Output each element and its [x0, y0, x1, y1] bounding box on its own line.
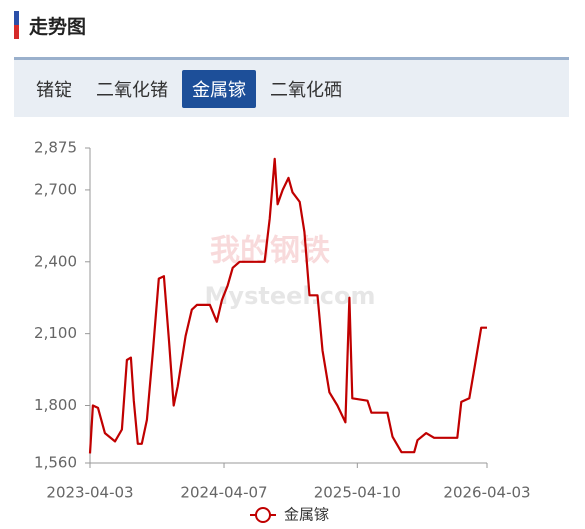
tab[interactable]: 二氧化锗 [96, 79, 168, 101]
watermark-en: Mysteel.com [205, 282, 376, 310]
y-tick-label: 2,100 [34, 324, 77, 342]
y-tick-label: 2,400 [34, 252, 77, 270]
tab[interactable]: 金属镓 [182, 69, 256, 108]
y-tick-label: 1,800 [34, 396, 77, 414]
legend-marker [255, 507, 271, 523]
line-series [88, 157, 487, 454]
title: 走势图 [29, 15, 87, 38]
x-tick-label: 2025-04-10 [314, 484, 401, 502]
x-tick-label: 2023-04-03 [46, 484, 133, 502]
x-tick-label: 2024-04-07 [180, 484, 267, 502]
tab[interactable]: 锗锭 [36, 79, 72, 101]
x-tick-label: 2026-04-03 [443, 484, 530, 502]
y-tick-label: 2,700 [34, 180, 77, 198]
y-tick-label: 1,560 [34, 454, 77, 472]
header: 走势图 [14, 10, 86, 40]
title-bar [14, 11, 19, 39]
tab[interactable]: 二氧化硒 [270, 79, 342, 101]
tab-bar: 锗锭 二氧化锗 金属镓 二氧化硒 [14, 57, 569, 117]
y-tick-label: 2,875 [34, 139, 77, 157]
legend-label: 金属镓 [284, 506, 329, 524]
watermark-cn: 我的钢铁 [210, 234, 330, 269]
